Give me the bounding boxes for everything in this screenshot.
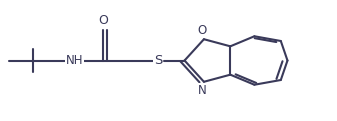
Text: O: O (98, 14, 108, 27)
Text: S: S (154, 54, 163, 67)
Text: N: N (198, 84, 207, 97)
Text: NH: NH (66, 54, 84, 67)
Text: O: O (197, 24, 207, 37)
